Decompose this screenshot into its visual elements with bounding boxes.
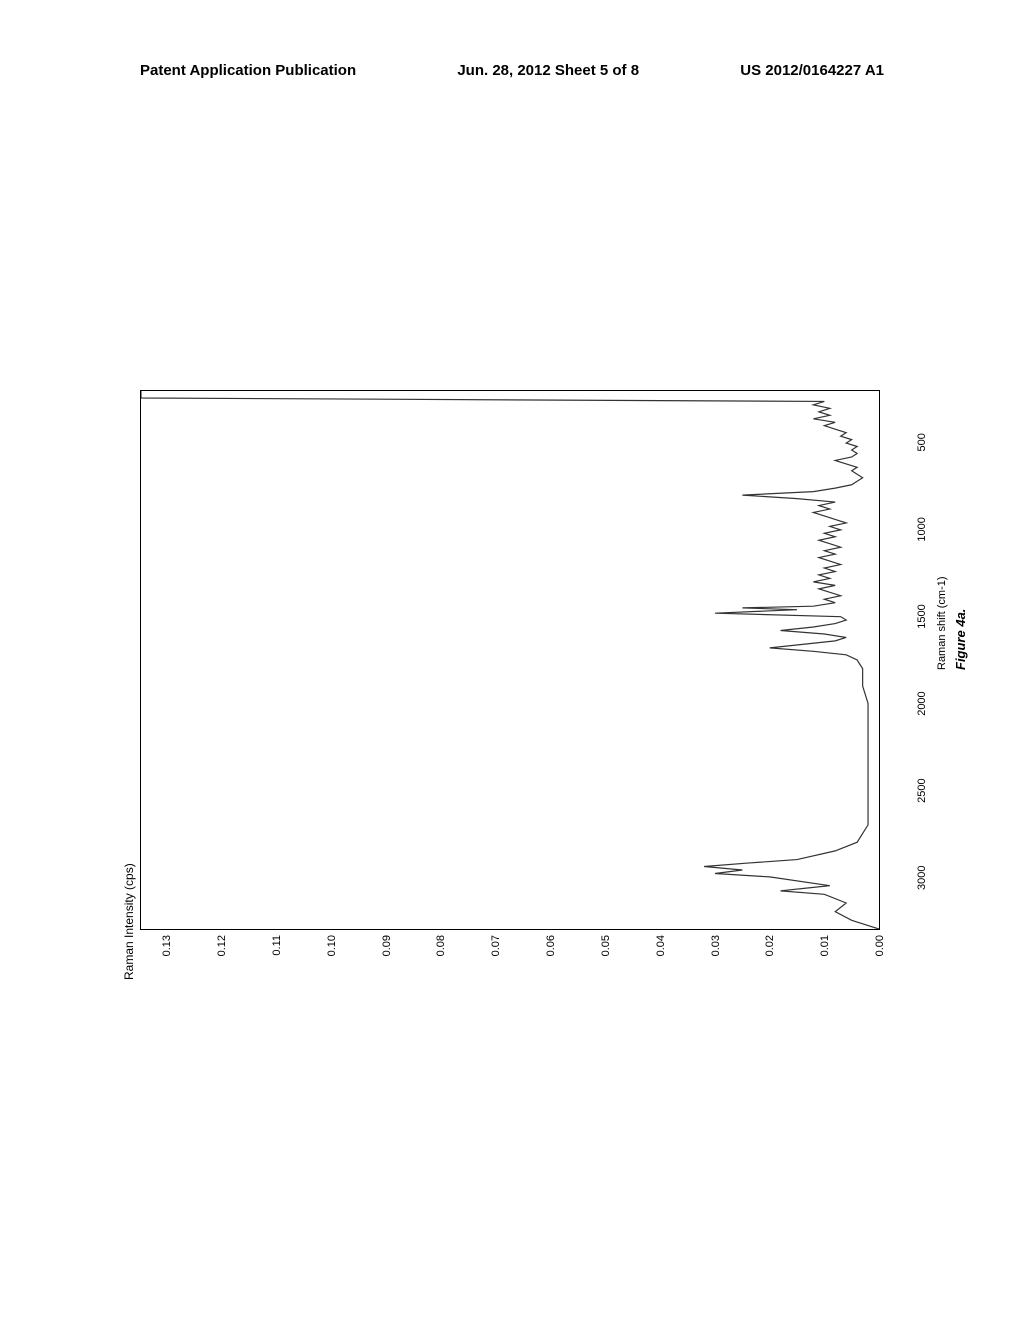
y-tick-label: 0.03 bbox=[710, 935, 722, 970]
chart-plot-area bbox=[140, 390, 880, 930]
x-axis-title: Raman shift (cm-1) bbox=[936, 576, 948, 670]
y-axis-title: Raman Intensity (cps) bbox=[122, 863, 136, 980]
y-tick-label: 0.12 bbox=[216, 935, 228, 970]
x-tick-label: 2000 bbox=[916, 691, 928, 715]
y-tick-label: 0.00 bbox=[874, 935, 886, 970]
x-tick-label: 3000 bbox=[916, 866, 928, 890]
raman-spectrum-chart: Raman Intensity (cps) 0.00 0.01 0.02 0.03 0.… bbox=[100, 350, 940, 990]
y-tick-label: 0.04 bbox=[655, 935, 667, 970]
document-header: Patent Application Publication Jun. 28, … bbox=[0, 62, 1024, 79]
spectrum-line bbox=[141, 391, 879, 929]
y-tick-label: 0.11 bbox=[271, 935, 283, 970]
header-left: Patent Application Publication bbox=[140, 62, 356, 79]
y-tick-label: 0.06 bbox=[545, 935, 557, 970]
y-tick-label: 0.05 bbox=[600, 935, 612, 970]
header-center: Jun. 28, 2012 Sheet 5 of 8 bbox=[457, 62, 639, 79]
y-tick-label: 0.08 bbox=[435, 935, 447, 970]
x-tick-label: 500 bbox=[916, 433, 928, 451]
x-tick-label: 1500 bbox=[916, 604, 928, 628]
y-tick-label: 0.07 bbox=[490, 935, 502, 970]
y-tick-label: 0.01 bbox=[819, 935, 831, 970]
header-right: US 2012/0164227 A1 bbox=[740, 62, 884, 79]
x-tick-label: 1000 bbox=[916, 517, 928, 541]
y-tick-label: 0.09 bbox=[381, 935, 393, 970]
y-tick-label: 0.13 bbox=[161, 935, 173, 970]
figure-caption: Figure 4a. bbox=[953, 609, 968, 670]
y-tick-label: 0.10 bbox=[326, 935, 338, 970]
y-tick-label: 0.02 bbox=[764, 935, 776, 970]
x-tick-label: 2500 bbox=[916, 778, 928, 802]
